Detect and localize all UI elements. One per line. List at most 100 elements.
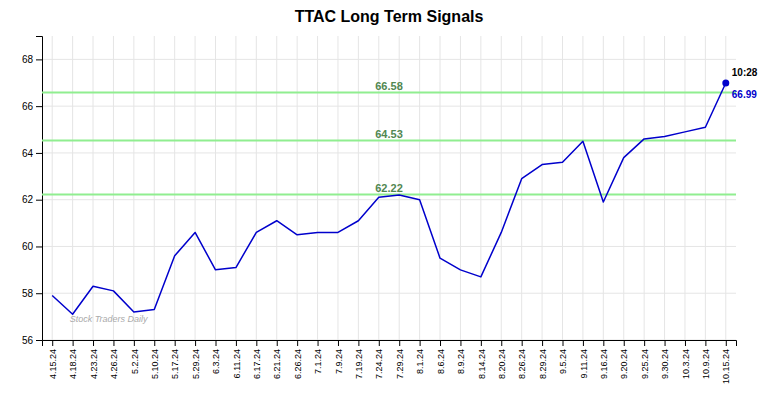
x-tick: 9.25.24 <box>640 340 650 379</box>
grid-line-y <box>42 152 736 153</box>
x-tick-label: 6.11.24 <box>232 349 242 378</box>
x-tick-mark <box>338 340 339 346</box>
grid-line-x <box>623 36 624 340</box>
x-tick: 6.11.24 <box>232 340 242 378</box>
grid-line-y <box>42 199 736 200</box>
grid-line-x <box>174 36 175 340</box>
x-tick-label: 9.20.24 <box>619 349 629 379</box>
y-tick-label: 62 <box>22 194 34 205</box>
reference-label: 64.53 <box>375 128 403 140</box>
y-tick-label: 64 <box>22 148 34 159</box>
y-tick-mark <box>36 200 42 201</box>
x-tick-mark <box>542 340 543 346</box>
x-tick-mark <box>685 340 686 346</box>
x-tick-label: 4.15.24 <box>48 349 58 379</box>
grid-line-x <box>440 36 441 340</box>
x-tick: 8.29.24 <box>538 340 548 379</box>
y-tick-mark <box>36 59 42 60</box>
x-tick-label: 9.5.24 <box>558 349 568 374</box>
x-tick-label: 5.10.24 <box>150 349 160 379</box>
x-tick-mark <box>583 340 584 346</box>
x-tick-mark <box>460 340 461 346</box>
x-tick-mark <box>603 340 604 346</box>
x-tick-mark <box>399 340 400 346</box>
x-tick: 5.17.24 <box>170 340 180 379</box>
grid-line-x <box>72 36 73 340</box>
x-tick-label: 8.1.24 <box>415 349 425 374</box>
y-tick-mark <box>36 340 42 341</box>
x-tick: 4.15.24 <box>48 340 58 379</box>
y-tick-label: 68 <box>22 54 34 65</box>
x-tick: 10.9.24 <box>701 340 711 379</box>
x-tick: 8.14.24 <box>477 340 487 379</box>
x-tick-label: 8.29.24 <box>538 349 548 379</box>
x-axis-line <box>43 341 737 347</box>
reference-label: 66.58 <box>375 80 403 92</box>
title: TTAC Long Term Signals <box>295 8 484 25</box>
y-tick: 68 <box>22 54 42 65</box>
x-tick-label: 4.18.24 <box>68 349 78 379</box>
grid-line-x <box>93 36 94 340</box>
x-tick-mark <box>73 340 74 346</box>
y-tick-label: 66 <box>22 101 34 112</box>
x-tick-label: 7.9.24 <box>334 349 344 374</box>
x-tick: 8.20.24 <box>497 340 507 379</box>
x-tick-mark <box>256 340 257 346</box>
y-tick-mark <box>36 106 42 107</box>
data-line <box>52 83 726 314</box>
x-tick: 6.26.24 <box>293 340 303 379</box>
x-tick-label: 6.3.24 <box>211 349 221 374</box>
x-tick-label: 8.20.24 <box>497 349 507 379</box>
y-tick: 58 <box>22 288 42 299</box>
x-tick: 4.18.24 <box>68 340 78 379</box>
x-tick: 5.10.24 <box>150 340 160 379</box>
grid-line-y <box>42 246 736 247</box>
x-tick: 9.30.24 <box>660 340 670 379</box>
x-tick: 7.29.24 <box>395 340 405 379</box>
grid-line-y <box>42 59 736 60</box>
x-tick-label: 9.11.24 <box>579 349 589 378</box>
x-tick-mark <box>93 340 94 346</box>
reference-label: 62.22 <box>375 182 403 194</box>
grid-line-x <box>562 36 563 340</box>
y-tick-mark <box>36 293 42 294</box>
x-tick-label: 8.14.24 <box>477 349 487 379</box>
y-tick-mark <box>36 246 42 247</box>
grid-line-x <box>501 36 502 340</box>
grid-line-x <box>644 36 645 340</box>
x-tick-label: 8.26.24 <box>517 349 527 379</box>
reference-line <box>42 194 736 196</box>
x-tick-label: 7.29.24 <box>395 349 405 379</box>
x-tick-label: 7.19.24 <box>354 349 364 379</box>
x-tick: 5.29.24 <box>191 340 201 379</box>
x-tick: 5.2.24 <box>130 340 140 374</box>
grid-line-x <box>521 36 522 340</box>
grid-line-x <box>358 36 359 340</box>
grid-line-x <box>480 36 481 340</box>
last-point-label: 10:28 <box>732 67 758 78</box>
x-tick-mark <box>644 340 645 346</box>
x-tick: 6.21.24 <box>272 340 282 379</box>
x-tick-mark <box>134 340 135 346</box>
grid-line-x <box>582 36 583 340</box>
grid <box>42 36 736 340</box>
x-tick: 7.1.24 <box>313 340 323 374</box>
x-tick: 6.17.24 <box>252 340 262 379</box>
x-tick-mark <box>501 340 502 346</box>
x-axis: 4.15.244.18.244.23.244.26.245.2.245.10.2… <box>43 340 737 384</box>
grid-line-x <box>215 36 216 340</box>
x-tick: 9.11.24 <box>579 340 589 378</box>
x-tick-label: 10.3.24 <box>681 349 691 379</box>
x-tick-label: 6.17.24 <box>252 349 262 379</box>
x-tick-mark <box>277 340 278 346</box>
x-tick: 7.19.24 <box>354 340 364 379</box>
data-layer <box>42 80 736 315</box>
grid-line-x <box>705 36 706 340</box>
x-tick-mark <box>522 340 523 346</box>
x-tick: 8.1.24 <box>415 340 425 374</box>
grid-line-x <box>52 36 53 340</box>
x-tick: 8.26.24 <box>517 340 527 379</box>
x-tick: 4.26.24 <box>109 340 119 379</box>
x-tick: 7.9.24 <box>334 340 344 374</box>
grid-line-x <box>195 36 196 340</box>
